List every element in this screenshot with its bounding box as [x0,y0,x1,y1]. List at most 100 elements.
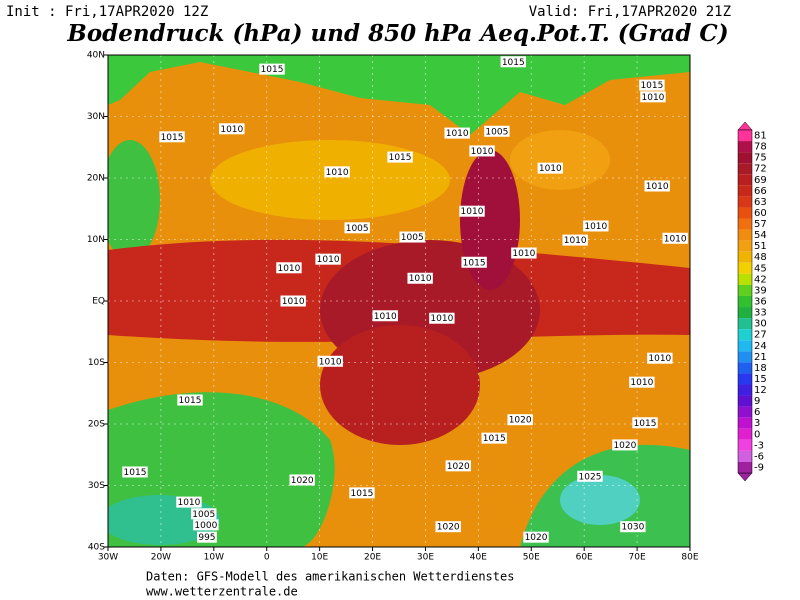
isobar-label: 1010 [277,264,300,274]
colorbar-label: -9 [754,462,764,473]
isobar-label: 1020 [509,416,532,426]
isobar-label-box [461,256,487,268]
colorbar-label: 48 [754,252,767,263]
isobar-label-box [640,91,666,103]
isobar-label: 1010 [564,236,587,246]
colorbar-segment [738,450,752,462]
colorbar-label: 69 [754,175,767,186]
colorbar-arrow-top [737,121,753,131]
x-tick-label: 20E [364,553,381,563]
colorbar-segment [738,439,752,451]
isobar-label: 1010 [664,234,687,244]
isobar-label: 1005 [192,510,215,520]
colorbar-label: 6 [754,407,760,418]
isobar-label-box [349,487,375,499]
isobar-label-box [191,508,217,520]
colorbar-segment [738,307,752,319]
colorbar-segment [738,417,752,429]
isobar-label-box [159,131,185,143]
field [108,55,690,547]
colorbar-label: 51 [754,241,767,252]
colorbar-label: 78 [754,142,767,153]
colorbar-label: 27 [754,330,767,341]
colorbar-label: 30 [754,319,767,330]
colorbar-segment [738,340,752,352]
isobar-label: 1010 [584,222,607,232]
y-tick-label: EQ [92,297,105,307]
colorbar-label: 54 [754,230,767,241]
isobar-label-box [620,521,646,533]
isobar-label: 1020 [525,533,548,543]
colorbar-label: 36 [754,297,767,308]
x-tick-label: 30E [417,553,434,563]
colorbar-label: 60 [754,208,767,219]
colorbar-label: 63 [754,197,767,208]
isobar-label: 1015 [124,468,147,478]
colorbar-segment [738,273,752,285]
isobar-label: 1015 [483,434,506,444]
colorbar-label: 72 [754,164,767,175]
y-tick-label: 20N [87,174,105,184]
isobar-label: 1030 [621,523,644,533]
colorbar-segment [738,218,752,230]
colorbar-segment [738,251,752,263]
x-tick-label: 10W [204,553,224,563]
colorbar-label: 24 [754,341,767,352]
isobar-label: 995 [198,533,215,543]
isobar-label-box [177,394,203,406]
y-tick-label: 30S [88,481,105,491]
isobar-label-box [399,231,425,243]
colorbar-segment [738,141,752,153]
isobar-label: 1015 [634,419,657,429]
isobar-label-box [429,312,455,324]
colorbar-label: -3 [754,440,764,451]
isobar-label-box [459,205,485,217]
isobar-label-box [500,56,526,68]
map-title: Bodendruck (hPa) und 850 hPa Aeq.Pot.T. … [66,20,728,47]
isobar-label: 1015 [179,396,202,406]
x-tick-label: 80E [681,553,698,563]
colorbar-label: 39 [754,285,767,296]
colorbar-arrow-bottom [737,472,753,482]
isobar-label-box [289,474,315,486]
isobar-label-box [507,414,533,426]
isobar-label-box [639,79,665,91]
isobar-label-box [324,166,350,178]
y-tick-label: 30N [87,112,105,122]
isobar-label-box [197,531,217,543]
isobar-label: 1010 [282,297,305,307]
colorbar-segment [738,207,752,219]
isobar-label: 1010 [471,147,494,157]
x-tick-label: 40E [470,553,487,563]
isobar-label-box [469,145,495,157]
colorbar-segment [738,395,752,407]
colorbar-segment [738,406,752,418]
colorbar-label: 3 [754,418,760,429]
colorbar-segment [738,318,752,330]
isobar-label-box [523,531,549,543]
isobar-label-box [176,496,202,508]
isobar-labels: 1015 1015 1015 1010 1015 1010 1010 1005 1010 1015… [122,56,688,543]
isobar-label: 1025 [579,472,602,482]
colorbar-segment [738,130,752,142]
isobar-label-box [372,310,398,322]
map-frame [107,54,691,548]
isobar-label-box [344,222,370,234]
isobar-label-box [193,519,219,531]
isobar-label: 1015 [351,489,374,499]
isobar-label: 1010 [648,354,671,364]
colorbar-label: 45 [754,263,767,274]
colorbar-label: 75 [754,153,767,164]
x-tick-label: 20W [151,553,171,563]
colorbar-label: 57 [754,219,767,230]
isobar-label: 1005 [346,224,369,234]
isobar-label: 1020 [613,441,636,451]
colorbar-segment [738,174,752,186]
isobar-label-box [387,151,413,163]
x-tick-label: 60E [576,553,593,563]
colorbar-segment [738,384,752,396]
colorbar-segment [738,428,752,440]
colorbar-segment [738,229,752,241]
isobar-label: 1005 [485,127,508,137]
